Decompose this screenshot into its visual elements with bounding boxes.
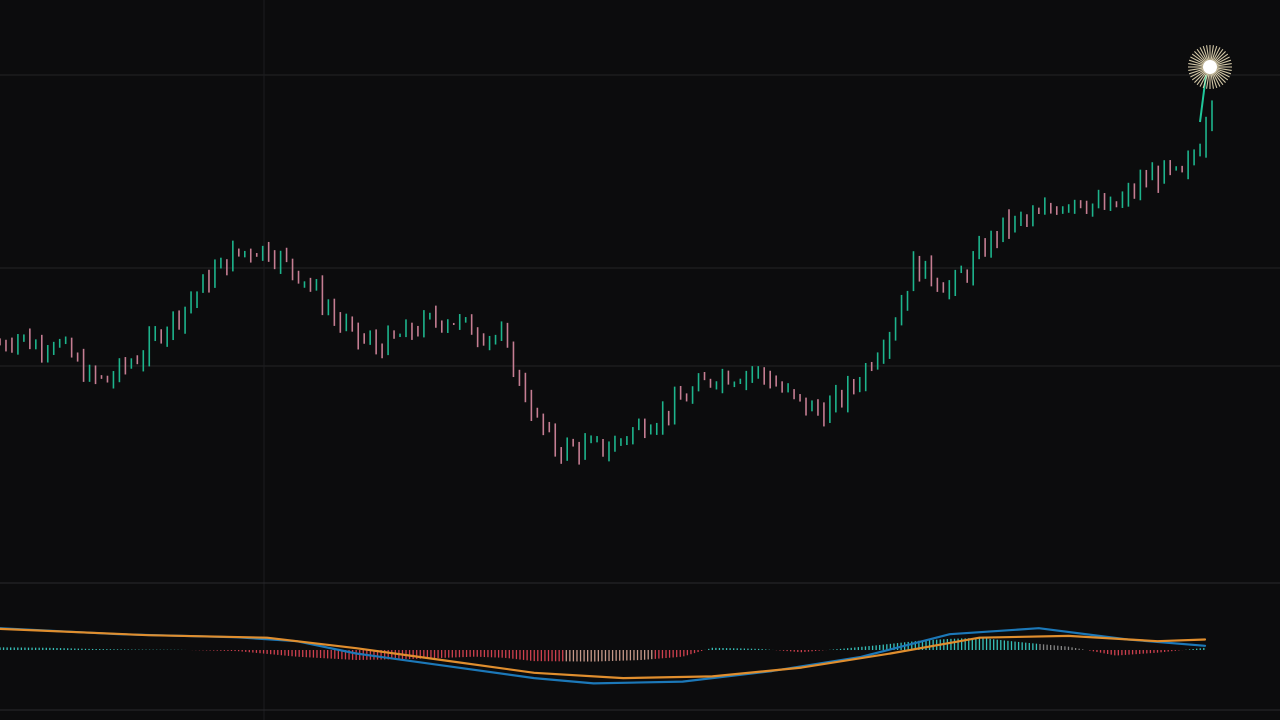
marker-ray [1215, 59, 1232, 66]
marker-ray [1210, 72, 1214, 89]
marker-ray [1196, 71, 1207, 86]
marker-ray [1213, 48, 1224, 63]
marker-ray [1214, 70, 1229, 81]
marker-ray [1212, 72, 1221, 87]
marker-ray [1202, 45, 1209, 62]
marker-ray [1211, 72, 1218, 89]
marker-ray [1190, 69, 1205, 78]
marker-ray [1191, 70, 1206, 81]
marker-ray [1202, 72, 1209, 89]
marker-ray [1188, 63, 1205, 67]
marker-ray [1188, 59, 1205, 66]
marker-ray [1211, 45, 1218, 62]
last-price-marker [1188, 45, 1232, 123]
marker-ray [1213, 51, 1226, 64]
marker-ray [1188, 68, 1205, 75]
oscillator-panel [0, 627, 1207, 685]
marker-ray [1215, 63, 1232, 67]
macd-line [0, 627, 1207, 685]
marker-ray [1188, 67, 1205, 71]
marker-core [1203, 60, 1217, 74]
marker-ray [1191, 53, 1206, 64]
marker-ray [1199, 72, 1208, 87]
marker-ray [1196, 48, 1207, 63]
marker-ray [1190, 56, 1205, 65]
marker-ray [1215, 68, 1232, 75]
price-candles [0, 100, 1213, 465]
marker-ray [1206, 72, 1210, 89]
marker-ray [1213, 70, 1226, 83]
signal-line [0, 627, 1207, 680]
marker-ray [1215, 56, 1230, 65]
marker-ray [1212, 47, 1221, 62]
marker-ray [1194, 51, 1207, 64]
marker-ray [1213, 71, 1224, 86]
marker-ray [1215, 69, 1230, 78]
marker-ray [1210, 45, 1214, 62]
marker-ray [1214, 53, 1229, 64]
marker-ray [1194, 70, 1207, 83]
marker-ray [1215, 67, 1232, 71]
marker-ray [1206, 45, 1210, 62]
marker-ray [1199, 47, 1208, 62]
